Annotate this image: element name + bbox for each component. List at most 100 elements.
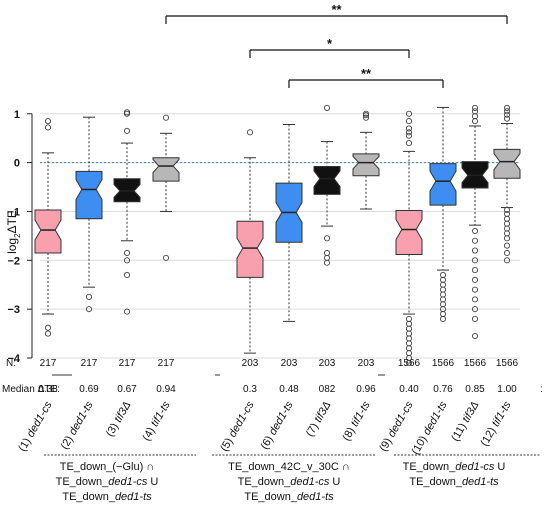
- outlier-point: [405, 330, 413, 337]
- group-label-part: ded1-ts: [115, 491, 152, 503]
- outlier-point: [503, 220, 511, 227]
- group-label-line: TE_down_ded1-cs U: [403, 461, 506, 473]
- outlier-point: [503, 230, 511, 237]
- n-value: 217: [40, 358, 57, 369]
- outlier-point: [405, 320, 413, 327]
- significance-label: **: [361, 66, 372, 81]
- category-label: (9) ded1-cs: [377, 399, 415, 454]
- box-body: [493, 148, 521, 179]
- category-name: ded1-cs: [386, 399, 416, 439]
- significance-label: **: [331, 2, 342, 17]
- n-value: 203: [358, 358, 375, 369]
- outlier-point: [471, 315, 479, 322]
- group-label-part: TE_down_: [238, 476, 291, 488]
- median-row-label: Median ΔTE:: [2, 384, 60, 395]
- outlier-point: [439, 301, 447, 308]
- median-te-value: 1.00: [497, 384, 517, 395]
- group-label-part: U: [329, 476, 340, 488]
- outlier-point: [471, 247, 479, 254]
- outlier-point: [503, 108, 511, 115]
- n-value: 1566: [398, 358, 421, 369]
- y-tick-label: −3: [7, 304, 20, 316]
- outlier-point: [362, 110, 370, 117]
- category-name: tif1-ts: [149, 399, 173, 429]
- outlier-point: [471, 104, 479, 111]
- n-value: 1566: [464, 358, 487, 369]
- group-label-part: ded1-cs: [455, 461, 495, 473]
- median-te-value: 0.96: [356, 384, 376, 395]
- group-label-part: ded1-cs: [108, 476, 148, 488]
- y-label-end: ΔTE: [5, 210, 19, 233]
- outlier-point: [439, 276, 447, 283]
- category-name: ded1-ts: [67, 399, 96, 437]
- outlier-point: [439, 310, 447, 318]
- outlier-point: [471, 267, 479, 274]
- median-te-value: 0.69: [79, 384, 99, 395]
- outlier-point: [44, 118, 52, 125]
- group-label-line: TE_down_ded1-cs U: [238, 476, 341, 488]
- median-te-value: 0.48: [279, 384, 299, 395]
- group-label-line: TE_down_42C_v_30C ∩: [228, 461, 350, 473]
- median-te-value: 082: [319, 384, 336, 395]
- box-8: [352, 110, 380, 210]
- median-te-value: 0.3: [243, 384, 257, 395]
- outlier-point: [405, 340, 413, 347]
- box-3: [113, 109, 141, 315]
- category-label: (4) tif1-ts: [141, 399, 173, 443]
- group-label-part: TE_down_: [403, 461, 456, 473]
- outlier-point: [439, 296, 447, 303]
- box-4: [152, 114, 180, 261]
- category-label: (8) tif1-ts: [341, 399, 373, 443]
- y-tick-label: 1: [14, 109, 20, 121]
- significance-label: *: [327, 36, 333, 51]
- category-name: tif1-ts: [490, 399, 514, 429]
- outlier-point: [471, 113, 479, 120]
- y-label-main: log: [5, 238, 19, 254]
- n-value: 217: [119, 358, 136, 369]
- outlier-point: [323, 235, 331, 242]
- category-name: tif3Δ: [312, 400, 333, 425]
- outlier-point: [503, 249, 511, 257]
- box-5: [236, 129, 264, 354]
- median-te-value: 0.38: [38, 384, 58, 395]
- group-label-part: ded1-ts: [462, 476, 499, 488]
- category-name: ded1-ts: [421, 399, 450, 437]
- n-value: 203: [319, 358, 336, 369]
- outlier-point: [44, 124, 52, 131]
- category-name: tif1-ts: [349, 399, 373, 429]
- category-label: (11) tif3Δ: [449, 400, 481, 444]
- outlier-point: [405, 118, 413, 125]
- outlier-point: [405, 359, 413, 366]
- outlier-point: [405, 132, 413, 139]
- outlier-point: [405, 140, 413, 147]
- outlier-point: [405, 325, 413, 332]
- outlier-point: [471, 118, 479, 125]
- category-name: tif3Δ: [460, 400, 481, 425]
- group-label-part: TE_down_: [244, 491, 297, 503]
- y-tick-label: 0: [14, 158, 20, 170]
- group-label-line: TE_down_ded1-ts: [244, 491, 334, 503]
- n-value: 1566: [432, 358, 455, 369]
- group-label-part: U: [147, 476, 158, 488]
- outlier-point: [471, 257, 479, 264]
- n-row-label: N:: [6, 358, 16, 369]
- n-value: 217: [81, 358, 98, 369]
- outlier-point: [503, 104, 511, 111]
- y-label-sub: 2: [13, 233, 22, 238]
- outlier-point: [405, 125, 413, 132]
- outlier-point: [503, 235, 511, 242]
- category-label: (10) ded1-ts: [410, 399, 450, 457]
- outlier-point: [323, 249, 331, 257]
- n-value: 1566: [496, 358, 519, 369]
- n-value: 203: [281, 358, 298, 369]
- box-body: [313, 166, 341, 195]
- outlier-point: [323, 254, 331, 261]
- outlier-point: [123, 109, 131, 116]
- outlier-point: [123, 249, 131, 257]
- outlier-point: [123, 308, 131, 315]
- box-10: [429, 106, 457, 322]
- outlier-point: [471, 227, 479, 235]
- group-label-line: TE_down_ded1-ts: [62, 491, 152, 503]
- group-label-line: TE_down_ded1-cs U: [56, 476, 159, 488]
